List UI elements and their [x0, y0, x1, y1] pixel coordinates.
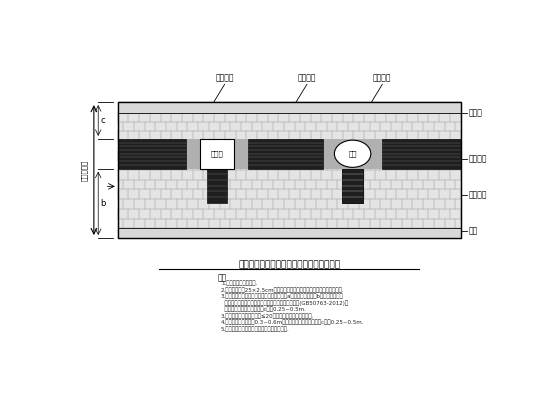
- Bar: [118, 102, 460, 238]
- Text: 3.各段连续障碍物之间间距≤20米时，宜建整式路下图所示.: 3.各段连续障碍物之间间距≤20米时，宜建整式路下图所示.: [221, 313, 314, 319]
- Text: 行进盲道: 行进盲道: [297, 74, 316, 83]
- Bar: [118, 102, 460, 113]
- Bar: [118, 102, 460, 238]
- Text: c: c: [100, 116, 105, 125]
- Text: 井盖: 井盖: [348, 150, 357, 157]
- Bar: [248, 139, 324, 169]
- Text: 提示盲道: 提示盲道: [216, 74, 234, 83]
- Bar: [200, 139, 234, 169]
- Text: 2.本图铺板网以25×2.5cm透水砖为例，铺板材料或规格依据实际工程选用.: 2.本图铺板网以25×2.5cm透水砖为例，铺板材料或规格依据实际工程选用.: [221, 287, 344, 293]
- Text: 提示盲道: 提示盲道: [373, 74, 391, 83]
- Text: 栏杆: 栏杆: [468, 227, 478, 236]
- Text: 绿化带: 绿化带: [468, 108, 482, 118]
- Text: 行进盲道连接障碍物的间距c宜为0.25~0.5m.: 行进盲道连接障碍物的间距c宜为0.25~0.5m.: [221, 307, 306, 312]
- Circle shape: [334, 140, 371, 167]
- Text: 人行道宽度: 人行道宽度: [81, 160, 87, 181]
- Bar: [207, 169, 227, 203]
- Text: 行进盲道: 行进盲道: [468, 155, 487, 164]
- Text: 5.并盖盲提示盲道的长敞，应不小于并盖大小.: 5.并盖盲提示盲道的长敞，应不小于并盖大小.: [221, 326, 290, 331]
- Bar: [382, 139, 460, 169]
- Text: 人行道上遇障碍物提示盲道设置平面示意图: 人行道上遇障碍物提示盲道设置平面示意图: [238, 260, 340, 270]
- Bar: [342, 169, 363, 203]
- Text: b: b: [100, 199, 105, 208]
- Text: 侧栏杆不同间距，具体要求参照《无障碍设计规范》(GB50763-2012)；: 侧栏杆不同间距，具体要求参照《无障碍设计规范》(GB50763-2012)；: [221, 300, 348, 306]
- Text: 导向铺装: 导向铺装: [468, 190, 487, 199]
- Bar: [118, 228, 460, 238]
- Bar: [118, 139, 460, 169]
- Bar: [118, 139, 186, 169]
- Bar: [342, 169, 363, 203]
- Text: 1.本图尺寸均以厘米计.: 1.本图尺寸均以厘米计.: [221, 281, 257, 286]
- Text: 注：: 注：: [217, 273, 227, 283]
- Text: 3.行进盲道距两人行道内侧路石或树池的间距a，行进盲道的宽度b，行进盲道距两: 3.行进盲道距两人行道内侧路石或树池的间距a，行进盲道的宽度b，行进盲道距两: [221, 294, 344, 299]
- Text: 4.提示盲道的宽度宜为0.3~0.6m，提示盲道距障碍物的间距c宜为0.25~0.5m.: 4.提示盲道的宽度宜为0.3~0.6m，提示盲道距障碍物的间距c宜为0.25~0…: [221, 320, 365, 325]
- Text: 障碍物: 障碍物: [211, 150, 223, 157]
